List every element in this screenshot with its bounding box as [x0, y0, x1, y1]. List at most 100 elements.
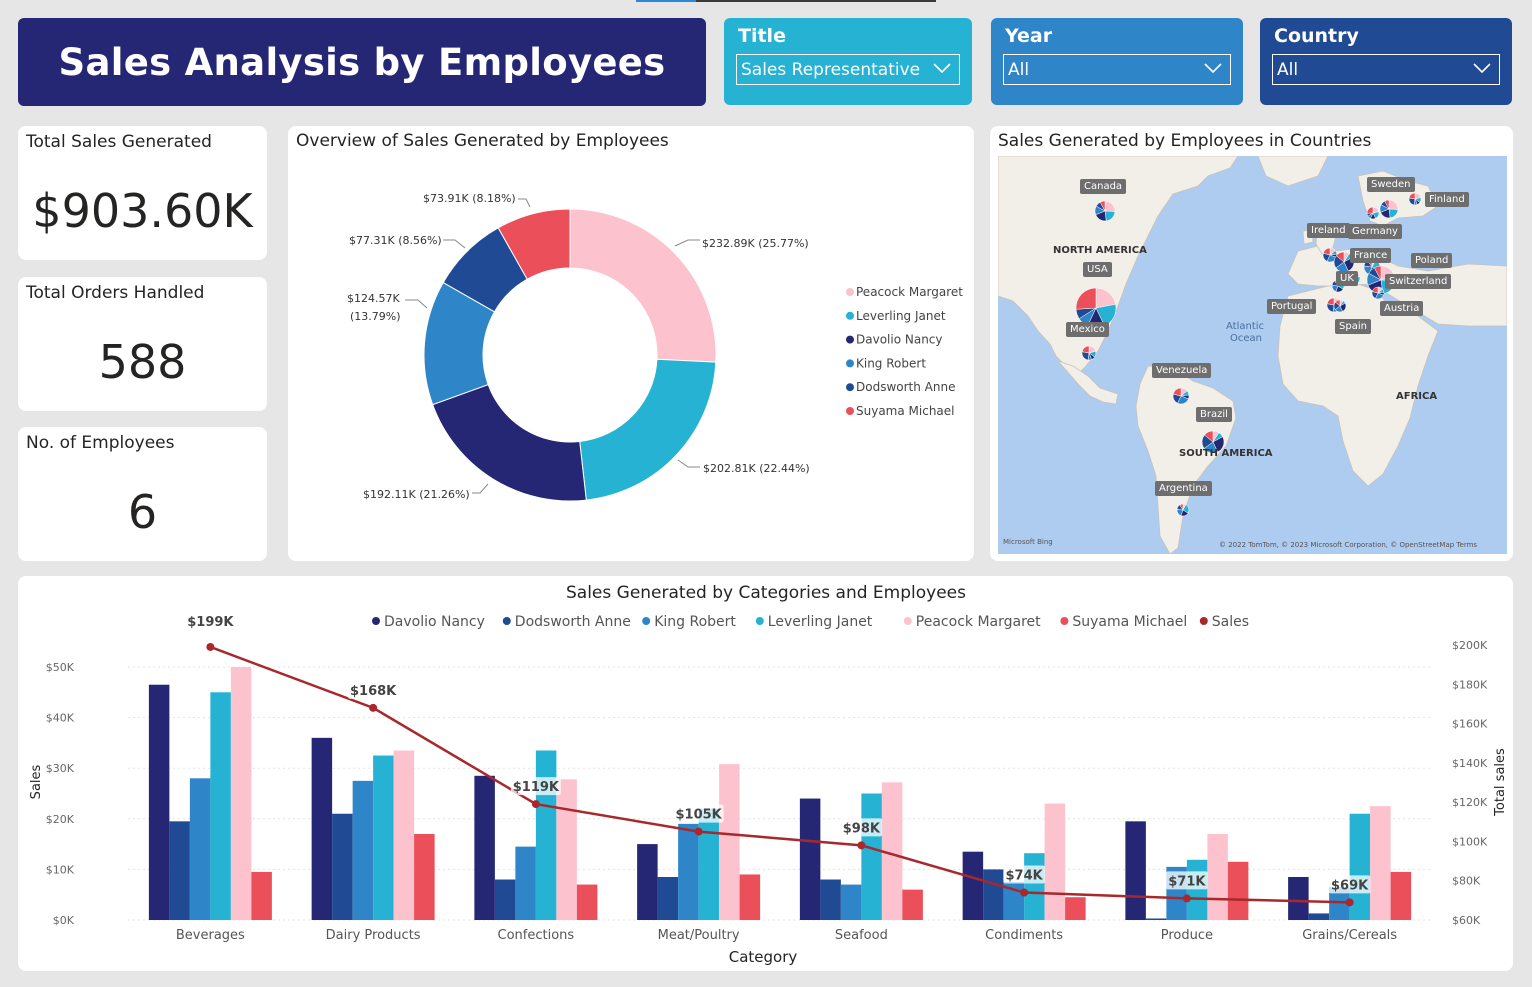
- x-tick-label: Condiments: [985, 928, 1063, 943]
- donut-slice-peacock-margaret[interactable]: [569, 208, 717, 363]
- sales-point[interactable]: [694, 827, 703, 836]
- bar-king-robert[interactable]: [1329, 887, 1350, 920]
- bar-dodsworth-anne[interactable]: [1145, 918, 1167, 920]
- bar-king-robert[interactable]: [515, 846, 536, 920]
- bar-leverling-janet[interactable]: [698, 808, 720, 920]
- donut-legend-item[interactable]: King Robert: [856, 356, 926, 370]
- bar-suyama-michael[interactable]: [576, 884, 598, 920]
- sales-point[interactable]: [206, 642, 215, 651]
- donut-legend-item[interactable]: Peacock Margaret: [856, 285, 963, 299]
- bar-leverling-janet[interactable]: [1024, 853, 1045, 920]
- sales-data-label: $168K: [350, 684, 397, 699]
- bar-davolio-nancy[interactable]: [637, 844, 658, 920]
- bar-peacock-margaret[interactable]: [719, 764, 740, 920]
- title-dropdown[interactable]: Sales Representative: [736, 54, 960, 85]
- y2-tick-label: $120K: [1452, 796, 1488, 809]
- donut-legend-item[interactable]: Suyama Michael: [856, 404, 955, 418]
- bar-dodsworth-anne[interactable]: [494, 879, 516, 920]
- combo-legend-item[interactable]: Leverling Janet: [768, 614, 873, 630]
- combo-legend-item[interactable]: Suyama Michael: [1072, 614, 1187, 630]
- donut-legend-item[interactable]: Davolio Nancy: [856, 333, 943, 347]
- bar-peacock-margaret[interactable]: [1044, 803, 1066, 920]
- country-dropdown[interactable]: All: [1272, 54, 1500, 85]
- bar-suyama-michael[interactable]: [902, 889, 923, 920]
- donut-legend-item[interactable]: Dodsworth Anne: [856, 380, 955, 394]
- donut-slice-suyama-michael[interactable]: [497, 208, 571, 280]
- bar-suyama-michael[interactable]: [414, 833, 435, 920]
- donut-slice-leverling-janet[interactable]: [579, 358, 717, 501]
- bar-dodsworth-anne[interactable]: [169, 821, 190, 920]
- map-pie-marker[interactable]: [1201, 430, 1225, 454]
- bar-peacock-margaret[interactable]: [393, 750, 415, 920]
- title-dropdown-value: Sales Representative: [741, 59, 921, 80]
- bar-suyama-michael[interactable]: [1065, 897, 1086, 920]
- bar-dodsworth-anne[interactable]: [657, 876, 679, 920]
- bar-davolio-nancy[interactable]: [311, 737, 333, 920]
- bar-leverling-janet[interactable]: [373, 755, 394, 920]
- map-pie-marker[interactable]: [1172, 387, 1190, 405]
- total-sales-label: Total Sales Generated: [26, 132, 212, 152]
- bar-king-robert[interactable]: [352, 780, 374, 920]
- bar-suyama-michael[interactable]: [739, 874, 761, 920]
- bar-king-robert[interactable]: [189, 778, 211, 920]
- map-pie-marker[interactable]: [1094, 200, 1116, 222]
- bar-suyama-michael[interactable]: [1227, 861, 1249, 920]
- bar-leverling-janet[interactable]: [210, 692, 231, 920]
- sales-line[interactable]: [209, 645, 1350, 904]
- year-dropdown-value: All: [1008, 59, 1030, 80]
- sales-point[interactable]: [857, 841, 866, 850]
- bar-dodsworth-anne[interactable]: [983, 869, 1004, 920]
- map-pie-marker[interactable]: [1081, 345, 1097, 361]
- bar-peacock-margaret[interactable]: [881, 782, 903, 920]
- map-pie-marker[interactable]: [1371, 286, 1385, 300]
- world-map[interactable]: Canada USA Mexico Venezuela Brazil Argen…: [998, 156, 1507, 554]
- bar-peacock-margaret[interactable]: [1207, 833, 1228, 920]
- bar-leverling-janet[interactable]: [535, 750, 557, 920]
- map-pie-marker[interactable]: [1408, 192, 1422, 206]
- country-slicer: Country All: [1260, 18, 1512, 105]
- bar-davolio-nancy[interactable]: [1288, 876, 1309, 920]
- bar-king-robert[interactable]: [678, 823, 699, 920]
- bar-davolio-nancy[interactable]: [962, 851, 984, 920]
- sales-point[interactable]: [1182, 894, 1191, 903]
- combo-legend-item[interactable]: Peacock Margaret: [916, 614, 1041, 630]
- map-copyright[interactable]: © 2022 TomTom, © 2023 Microsoft Corporat…: [1219, 541, 1478, 549]
- donut-slice-davolio-nancy[interactable]: [432, 383, 587, 502]
- sales-point[interactable]: [531, 800, 540, 809]
- bar-suyama-michael[interactable]: [1390, 871, 1412, 920]
- combo-legend-item[interactable]: King Robert: [654, 614, 736, 630]
- bar-peacock-margaret[interactable]: [230, 667, 252, 920]
- sales-point[interactable]: [369, 703, 378, 712]
- bar-leverling-janet[interactable]: [1186, 859, 1208, 920]
- year-dropdown[interactable]: All: [1003, 54, 1231, 85]
- bar-davolio-nancy[interactable]: [1125, 821, 1146, 920]
- legend-marker: [1060, 617, 1069, 625]
- map-pie-marker[interactable]: [1333, 299, 1347, 313]
- map-pie-marker[interactable]: [1075, 287, 1117, 329]
- map-pie-marker[interactable]: [1176, 503, 1190, 517]
- bar-dodsworth-anne[interactable]: [820, 879, 841, 920]
- bar-peacock-margaret[interactable]: [1370, 806, 1391, 920]
- bar-peacock-margaret[interactable]: [556, 779, 577, 920]
- combo-legend-item[interactable]: Sales: [1212, 614, 1249, 630]
- bar-davolio-nancy[interactable]: [148, 684, 170, 920]
- y2-axis-title: Total sales: [1493, 748, 1508, 817]
- combo-legend-item[interactable]: Davolio Nancy: [384, 614, 485, 630]
- bar-leverling-janet[interactable]: [861, 793, 882, 921]
- bar-dodsworth-anne[interactable]: [1308, 913, 1330, 920]
- map-label-argentina: Argentina: [1155, 481, 1212, 496]
- year-slicer-label: Year: [1005, 25, 1053, 47]
- combo-legend-item[interactable]: Dodsworth Anne: [515, 614, 631, 630]
- sales-point[interactable]: [1020, 888, 1029, 897]
- bar-king-robert[interactable]: [840, 884, 862, 920]
- map-pie-marker[interactable]: [1379, 199, 1399, 219]
- bar-leverling-janet[interactable]: [1349, 813, 1371, 920]
- bar-dodsworth-anne[interactable]: [332, 813, 353, 920]
- donut-label-peacock: $232.89K (25.77%): [702, 237, 809, 250]
- bar-davolio-nancy[interactable]: [474, 775, 495, 920]
- donut-legend-item[interactable]: Leverling Janet: [856, 309, 946, 323]
- map-pie-marker[interactable]: [1366, 206, 1380, 220]
- sales-point[interactable]: [1345, 898, 1354, 907]
- bar-davolio-nancy[interactable]: [799, 798, 821, 920]
- bar-suyama-michael[interactable]: [251, 871, 272, 920]
